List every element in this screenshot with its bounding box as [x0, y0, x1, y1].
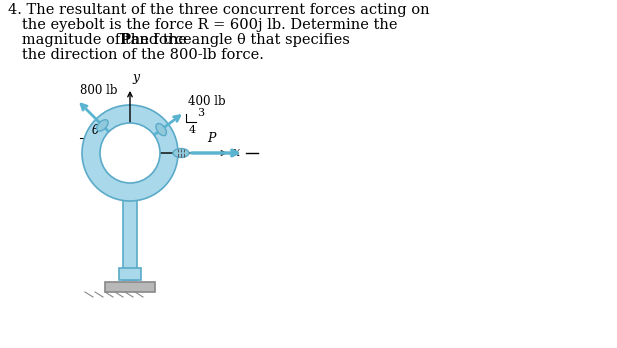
- Text: P: P: [119, 33, 130, 47]
- Circle shape: [100, 123, 160, 183]
- Bar: [123, 179, 137, 280]
- Bar: [119, 268, 141, 280]
- Text: the direction of the 800-lb force.: the direction of the 800-lb force.: [8, 48, 264, 62]
- Text: O: O: [110, 155, 120, 168]
- Text: x: x: [233, 147, 240, 159]
- Ellipse shape: [156, 124, 167, 136]
- Text: y: y: [132, 71, 139, 84]
- Text: 3: 3: [197, 108, 204, 118]
- Ellipse shape: [97, 120, 108, 131]
- Circle shape: [82, 105, 178, 201]
- Text: P: P: [207, 132, 216, 145]
- Bar: [105, 282, 155, 292]
- Ellipse shape: [173, 149, 189, 158]
- Text: 400 lb: 400 lb: [188, 95, 226, 108]
- Text: magnitude of the force: magnitude of the force: [8, 33, 196, 47]
- Text: 4: 4: [188, 125, 196, 135]
- Text: and the angle θ that specifies: and the angle θ that specifies: [126, 33, 350, 47]
- Text: 4. The resultant of the three concurrent forces acting on: 4. The resultant of the three concurrent…: [8, 3, 429, 17]
- Text: the eyebolt is the force R = 600j lb. Determine the: the eyebolt is the force R = 600j lb. De…: [8, 18, 397, 32]
- Text: 800 lb: 800 lb: [80, 84, 117, 97]
- Text: θ: θ: [92, 125, 99, 137]
